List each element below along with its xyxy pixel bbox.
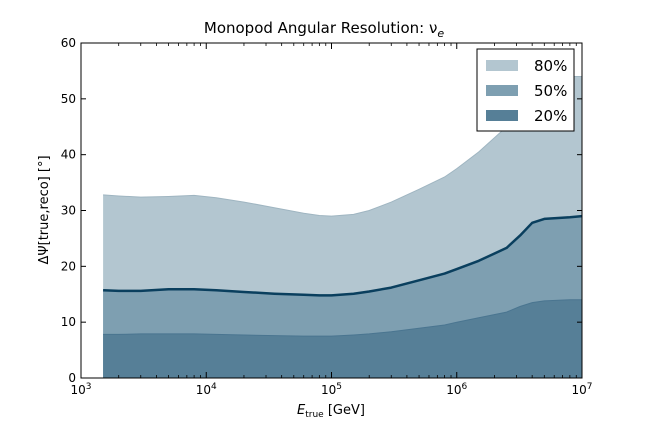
legend-label-80: 80% (534, 57, 567, 75)
x-axis-label: Etrue [GeV] (297, 403, 365, 420)
x-tick-label: 107 (571, 382, 592, 397)
legend-label-50: 50% (534, 82, 567, 100)
legend: 80% 50% 20% (476, 48, 575, 132)
y-tick-label: 10 (61, 315, 76, 329)
legend-label-20: 20% (534, 107, 567, 125)
line-50-percent (103, 214, 582, 297)
legend-swatch-50 (486, 85, 518, 96)
x-tick-label: 105 (321, 382, 342, 397)
chart-title: Monopod Angular Resolution: νe (204, 19, 444, 40)
x-tick-label: 104 (196, 382, 217, 397)
y-tick-label: 30 (61, 204, 76, 218)
x-tick-label: 103 (70, 382, 91, 397)
legend-swatch-80 (486, 60, 518, 71)
legend-swatch-20 (486, 110, 518, 121)
y-tick-label: 60 (61, 36, 76, 50)
y-tick-label: 20 (61, 259, 76, 273)
line-20-percent (103, 299, 582, 337)
y-tick-label: 50 (61, 92, 76, 106)
y-axis-label: ΔΨ[true,reco] [°] (37, 155, 52, 264)
y-tick-label: 0 (68, 371, 76, 385)
x-tick-label: 106 (446, 382, 467, 397)
y-tick-label: 40 (61, 148, 76, 162)
area-20-percent (103, 299, 582, 378)
